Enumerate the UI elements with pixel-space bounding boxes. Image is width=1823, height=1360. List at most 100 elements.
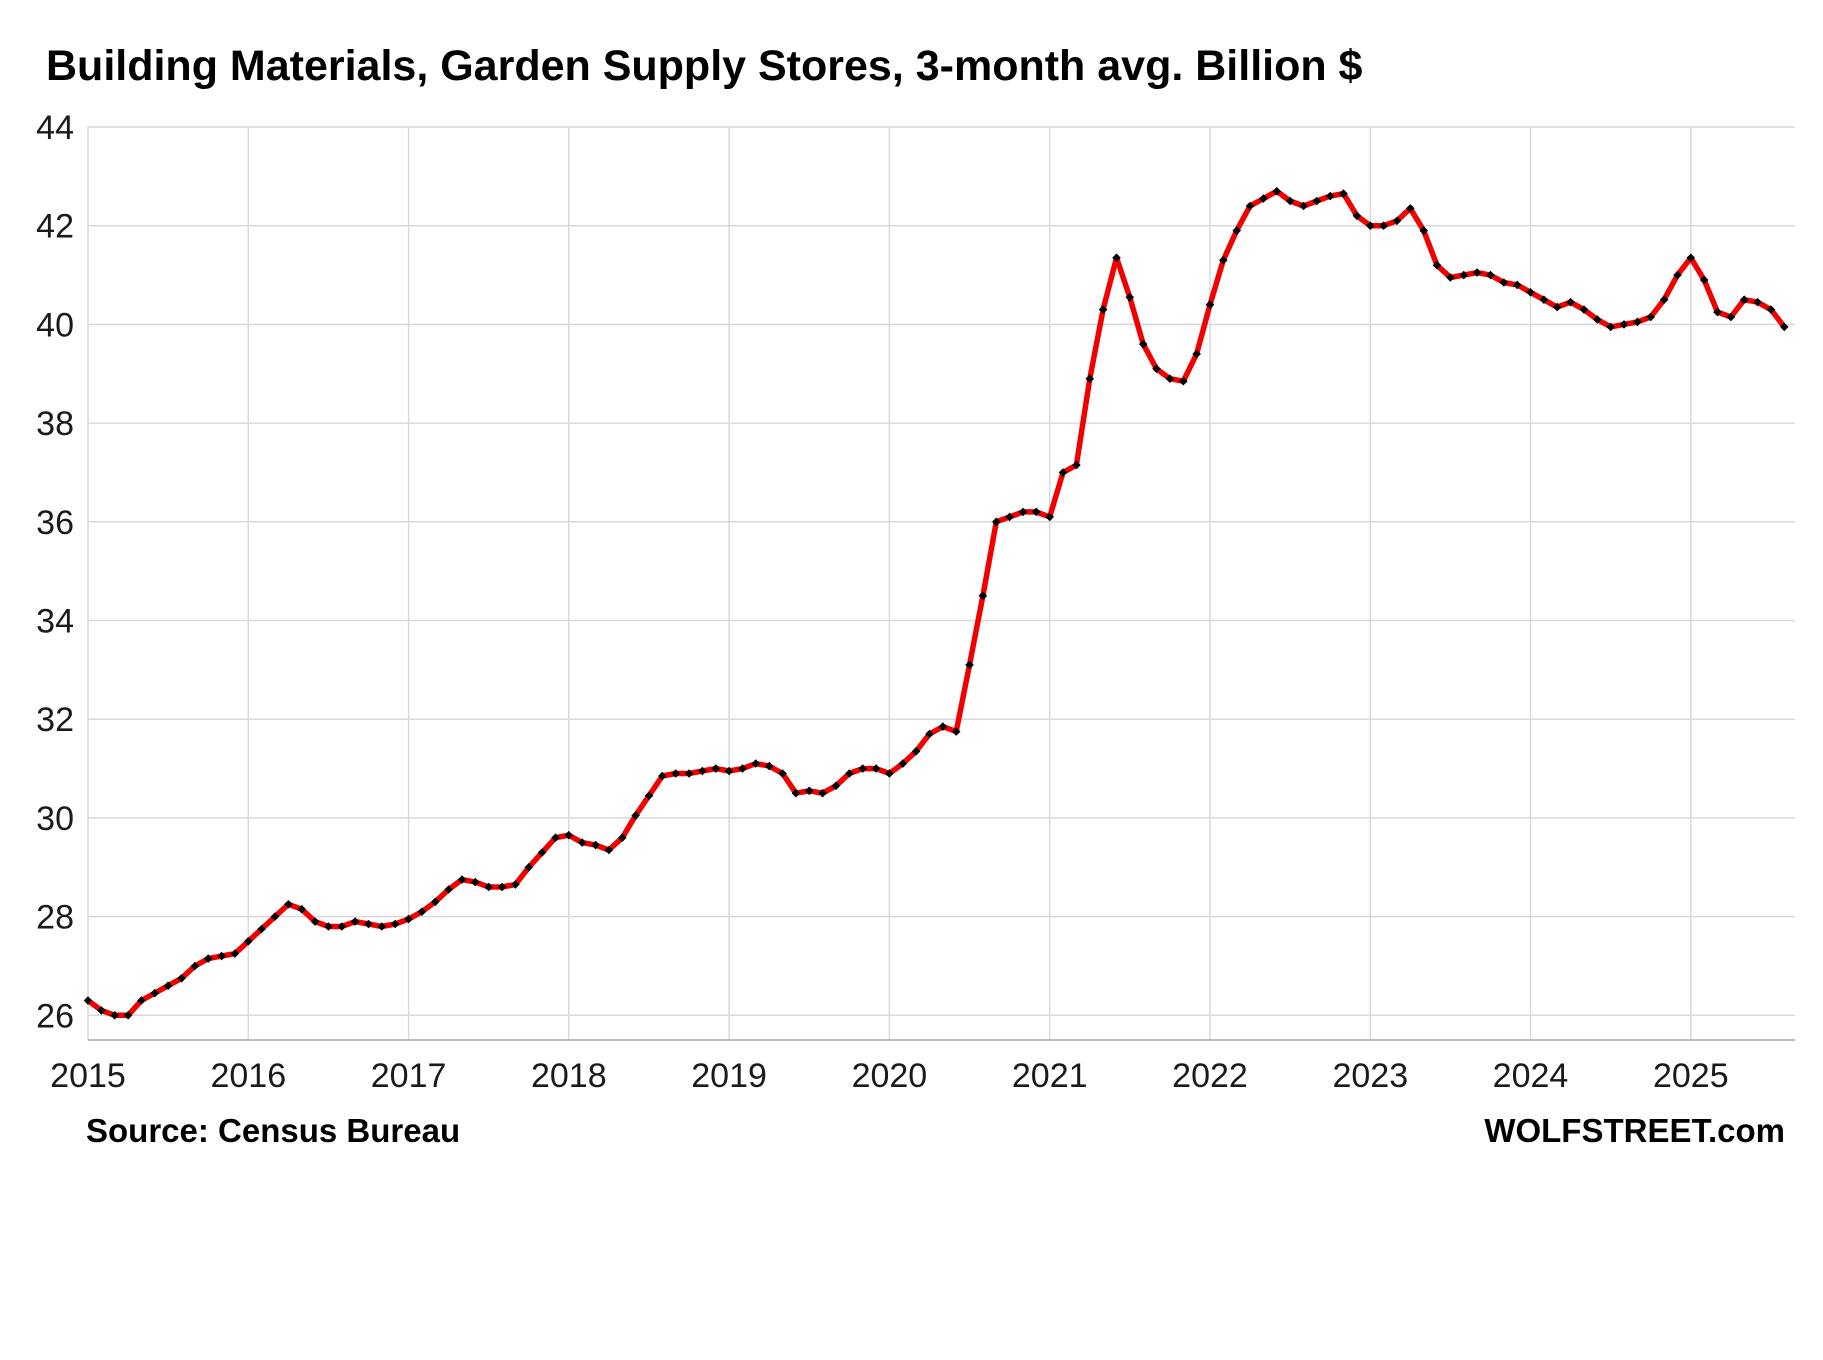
data-point-marker [684, 769, 694, 778]
data-point-marker [1526, 288, 1535, 297]
data-point-marker [444, 885, 453, 894]
data-point-marker [631, 811, 640, 820]
data-point-marker [1579, 305, 1589, 314]
data-point-marker [297, 904, 306, 914]
data-point-marker [1619, 320, 1629, 329]
data-point-marker [1673, 270, 1682, 280]
data-point-marker [925, 729, 934, 739]
data-point-marker [551, 833, 560, 842]
x-axis-tick-label: 2025 [1653, 1057, 1729, 1095]
data-point-marker [1432, 260, 1442, 270]
data-point-marker [110, 1011, 119, 1020]
source-credit: Source: Census Bureau [86, 1112, 461, 1149]
data-point-marker [457, 875, 467, 884]
data-point-marker [965, 660, 974, 670]
chart-footer: Source: Census Bureau WOLFSTREET.com [0, 1112, 1823, 1156]
data-point-marker [885, 769, 894, 778]
watermark-wolfstreet: WOLFSTREET.com [1484, 1112, 1785, 1149]
data-point-marker [123, 1011, 133, 1020]
data-point-marker [350, 917, 360, 926]
data-point-marker [778, 769, 787, 778]
data-point-marker [1179, 376, 1188, 386]
data-point-marker [1713, 307, 1722, 317]
data-point-marker [511, 880, 520, 889]
data-point-marker [1232, 226, 1241, 235]
x-axis-tick-label: 2017 [371, 1057, 447, 1095]
data-point-marker [1472, 268, 1482, 277]
data-point-marker [137, 996, 146, 1005]
data-point-marker [911, 747, 921, 756]
data-point-marker [1245, 201, 1255, 211]
data-point-marker [1085, 374, 1095, 383]
data-point-marker [1593, 315, 1602, 324]
data-point-marker [1633, 317, 1642, 327]
data-point-marker [1486, 270, 1495, 280]
data-point-marker [1566, 297, 1575, 307]
data-point-marker [150, 988, 160, 998]
data-point-marker [1299, 201, 1308, 211]
data-point-marker [1005, 512, 1014, 522]
chart-title: Building Materials, Garden Supply Stores… [46, 42, 1363, 90]
data-point-marker [217, 951, 226, 961]
x-axis-tick-label: 2019 [691, 1057, 767, 1095]
x-axis-tick-label: 2022 [1172, 1057, 1248, 1095]
data-point-marker [1366, 221, 1375, 230]
data-point-marker [951, 727, 961, 736]
x-axis-tick-label: 2020 [852, 1057, 928, 1095]
data-point-marker [724, 766, 734, 776]
data-point-marker [83, 996, 93, 1005]
data-point-marker [1499, 278, 1509, 287]
y-axis-tick-label: 38 [36, 405, 74, 443]
data-point-marker [337, 922, 347, 931]
data-point-marker [1739, 295, 1749, 304]
data-point-marker [404, 914, 413, 924]
y-axis-tick-label: 26 [36, 997, 74, 1035]
data-point-marker [230, 949, 240, 958]
data-point-marker [1446, 273, 1455, 282]
data-point-marker [417, 907, 427, 916]
data-point-marker [1352, 211, 1362, 221]
data-point-marker [497, 882, 507, 892]
data-point-marker [764, 761, 774, 771]
data-point-marker [644, 791, 654, 800]
data-point-marker [1646, 312, 1655, 322]
x-axis-tick-label: 2024 [1493, 1057, 1569, 1095]
data-point-marker [591, 840, 600, 850]
data-point-marker [1098, 305, 1108, 314]
data-point-marker [1205, 300, 1215, 309]
data-point-marker [1726, 312, 1736, 322]
y-axis-tick-label: 32 [36, 701, 74, 739]
data-point-marker [177, 974, 186, 983]
data-point-marker [524, 863, 534, 872]
y-axis-tick-label: 44 [36, 109, 74, 147]
data-point-marker [604, 845, 614, 855]
data-point-marker [992, 517, 1001, 527]
data-point-marker [163, 981, 173, 990]
data-point-marker [818, 788, 827, 798]
data-point-marker [711, 764, 721, 773]
data-point-marker [364, 919, 373, 929]
x-axis-tick-label: 2018 [531, 1057, 607, 1095]
data-point-marker [671, 769, 680, 778]
data-point-marker [1259, 194, 1268, 203]
data-point-marker [257, 924, 266, 934]
data-point-marker [244, 937, 253, 946]
y-axis-tick-label: 36 [36, 504, 74, 542]
data-point-marker [1379, 221, 1388, 230]
data-point-marker [858, 764, 867, 773]
data-point-marker [377, 922, 387, 931]
y-axis-tick-label: 28 [36, 899, 74, 937]
data-point-marker [751, 759, 761, 768]
data-point-marker [1165, 374, 1175, 383]
data-point-marker [1192, 349, 1201, 359]
data-point-marker [1606, 322, 1615, 332]
data-point-marker [1780, 322, 1789, 332]
data-point-marker [1325, 191, 1335, 201]
y-axis-tick-label: 30 [36, 800, 74, 838]
x-axis-tick-label: 2021 [1012, 1057, 1088, 1095]
data-point-marker [845, 769, 854, 778]
x-axis-tick-label: 2023 [1332, 1057, 1408, 1095]
data-point-marker [898, 759, 908, 768]
data-point-marker [618, 833, 627, 842]
